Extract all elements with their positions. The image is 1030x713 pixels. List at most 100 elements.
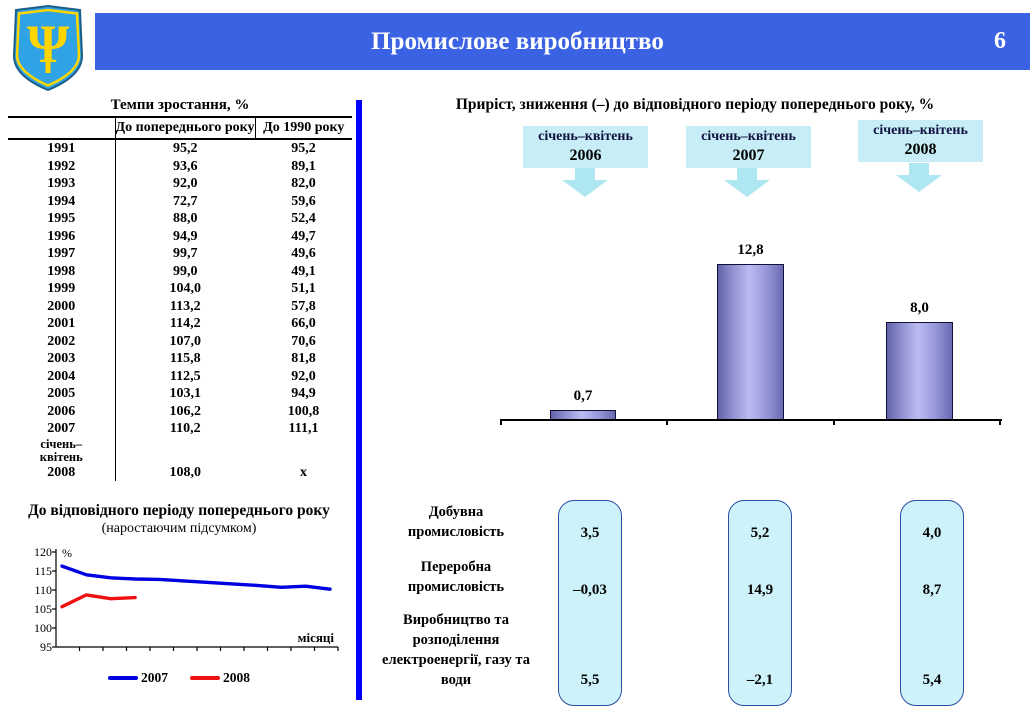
prev-year-cell: 99,7 [114,245,255,263]
energy-2008: 5,4 [922,672,942,688]
year-cell: 2002 [47,333,76,349]
legend-label-2008: 2008 [223,670,250,685]
table-row: 2005 103,1 94,9 [8,385,352,403]
sector-label-manufacturing: Переробна промисловість [407,559,505,595]
growth-table: До попереднього року До 1990 року 1991 9… [8,116,352,481]
table-row: 1992 93,6 89,1 [8,157,352,175]
axis-tick [999,419,1001,425]
year-cell: 1995 [47,211,76,226]
year-cell: 1997 [47,246,76,261]
table-row: 1996 94,9 49,7 [8,227,352,245]
year-cell: 1994 [47,193,76,209]
y-tick-110: 110 [34,583,52,597]
prev-year-cell: 92,0 [114,175,255,193]
table-row: 1994 72,7 59,6 [8,192,352,210]
to-1990-cell: 49,7 [291,228,316,244]
table-row: 1991 95,2 95,2 [8,139,352,158]
period-box-2006-label: січень–квітень [538,129,633,144]
x-axis-label: місяці [298,630,335,645]
to-1990-cell: 94,9 [291,386,316,401]
to-1990-cell: 59,6 [291,193,316,209]
value-pill-2006: 3,5 –0,03 5,5 [558,500,622,706]
value-pill-2008: 4,0 8,7 5,4 [900,500,964,706]
period-box-2007: січень–квітень 2007 [686,126,811,168]
period-label-line1: січень– [40,436,83,451]
col-header-prev-year: До попереднього року [114,116,255,140]
table-row: 2002 107,0 70,6 [8,332,352,350]
legend-item-2007: 2007 [108,670,168,686]
y-tick-95: 95 [40,640,52,654]
to-1990-cell: 51,1 [291,281,316,296]
period-box-2008-year: 2008 [904,141,937,158]
value-pill-2007: 5,2 14,9 –2,1 [728,500,792,706]
mining-2007: 5,2 [750,525,770,541]
period-box-2007-year: 2007 [732,147,765,164]
line-chart: 120 115 110 105 100 95 % місяці [34,545,339,654]
prev-year-cell: 93,6 [114,157,255,175]
year-cell: 1998 [47,263,76,279]
year-cell: 2003 [47,351,76,366]
to-1990-cell: 57,8 [291,298,316,314]
page-title: Промислове виробництво [371,28,664,55]
bar-slot-2008: 8,0 [886,228,953,419]
table-row: 2000 113,2 57,8 [8,297,352,315]
header-banner: Промислове виробництво 6 [95,13,1030,70]
col-header-1990: До 1990 року [254,116,352,140]
to-1990-cell: 81,8 [291,351,316,366]
prev-year-cell: 94,9 [114,227,255,245]
table-row: 2001 114,2 66,0 [8,315,352,333]
y-tick-100: 100 [34,621,52,635]
y-tick-115: 115 [34,564,52,578]
down-arrow-icon [562,168,608,197]
year-cell: 2007 [47,421,76,436]
year-cell: січень– квітень 2008 [8,436,115,482]
prev-year-cell: 114,2 [114,315,255,333]
prev-year-cell: 115,8 [114,350,255,368]
prev-year-cell: 99,0 [114,262,255,280]
percent-label: % [62,546,72,560]
year-2008: 2008 [47,464,76,480]
down-arrow-icon [724,168,770,197]
year-cell: 1999 [47,281,76,296]
manufacturing-2008: 8,7 [922,582,942,598]
mining-2008: 4,0 [922,525,942,541]
sector-label-energy: Виробництво та розподілення електроенерг… [382,612,530,688]
period-box-2008-label: січень–квітень [873,123,968,138]
prev-year-cell: 104,0 [114,280,255,298]
year-cell: 1992 [47,158,76,174]
to-1990-cell: 89,1 [291,158,316,174]
table-row: 1995 88,0 52,4 [8,210,352,228]
period-box-2006: січень–квітень 2006 [523,126,648,168]
to-1990-cell: 49,1 [291,263,316,279]
year-cell: 1996 [47,228,76,244]
year-cell: 1993 [47,176,76,191]
bar-value-2008: 8,0 [910,300,929,316]
legend-swatch-2008 [190,676,220,680]
year-cell: 2001 [47,316,76,331]
section-divider [356,100,362,700]
manufacturing-2007: 14,9 [746,582,774,598]
bar-value-2006: 0,7 [573,388,593,404]
bar-chart: 0,7 12,8 8,0 [500,228,1002,425]
legend-swatch-2007 [108,676,138,680]
table-row: 1998 99,0 49,1 [8,262,352,280]
mining-2006: 3,5 [580,525,600,541]
down-arrow-icon [896,163,942,192]
axis-tick [500,419,502,425]
to-1990-cell: 92,0 [291,368,316,384]
to-1990-cell: 111,1 [288,421,319,436]
table-row: 1993 92,0 82,0 [8,175,352,193]
manufacturing-2006: –0,03 [573,582,607,598]
y-tick-105: 105 [34,602,52,616]
to-1990-cell: 70,6 [291,333,316,349]
year-cell: 2000 [47,298,76,314]
axis-tick [666,419,668,425]
table-row: 1999 104,0 51,1 [8,280,352,298]
year-cell: 2004 [47,368,76,384]
legend-label-2007: 2007 [141,670,168,685]
period-box-2008: січень–квітень 2008 [858,120,983,162]
bar-slot-2006: 0,7 [550,228,616,419]
to-1990-cell: 95,2 [291,141,316,156]
legend-item-2008: 2008 [190,670,250,686]
